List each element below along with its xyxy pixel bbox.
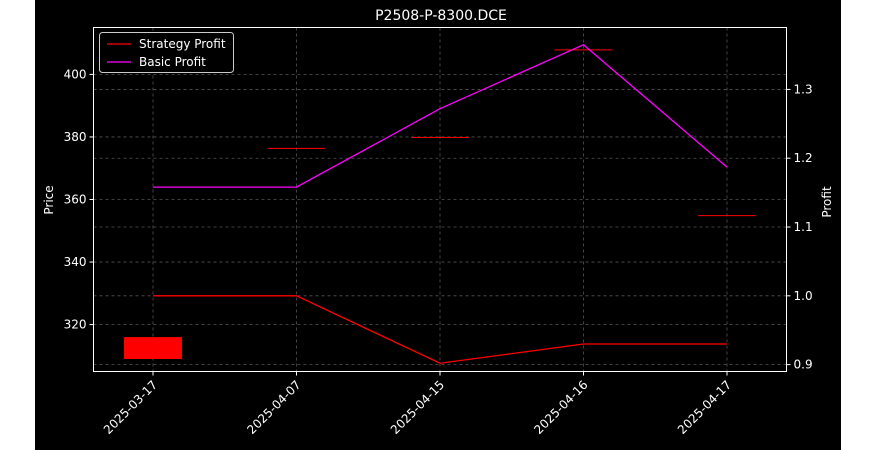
y-tick-label: 380 — [64, 130, 87, 144]
candle-body — [698, 215, 756, 217]
chart-figure: P2508-P-8300.DCE 320 340 360 380 400 0.9 1.0 1… — [35, 0, 841, 450]
legend-label-strategy-profit: Strategy Profit — [139, 37, 226, 51]
candle-body — [267, 147, 326, 149]
series-line-basic-profit — [153, 43, 728, 188]
y2-tick-label: 0.9 — [794, 358, 813, 372]
legend-box — [99, 32, 234, 73]
x-tick-label: 2025-04-15 — [388, 378, 447, 437]
y2-tick-label: 1.2 — [794, 151, 813, 165]
x-tick-label: 2025-04-07 — [244, 378, 303, 437]
chart-svg: P2508-P-8300.DCE 320 340 360 380 400 0.9 1.0 1… — [42, 8, 834, 437]
y-axis-label: Price — [42, 185, 56, 214]
series-line-strategy-profit — [153, 295, 727, 364]
legend-label-basic-profit: Basic Profit — [139, 55, 206, 69]
legend: Strategy Profit Basic Profit — [99, 32, 234, 73]
x-tick-label: 2025-04-17 — [675, 378, 734, 437]
y2-tick-label: 1.1 — [794, 220, 813, 234]
y-axis-left: 320 340 360 380 400 — [64, 67, 94, 332]
chart-title: P2508-P-8300.DCE — [375, 8, 507, 24]
x-axis: 2025-03-17 2025-04-07 2025-04-15 2025-04-16… — [101, 371, 734, 437]
candle-body — [554, 49, 613, 51]
plot-area — [124, 43, 756, 364]
y-tick-label: 400 — [64, 67, 87, 81]
y-tick-label: 320 — [64, 318, 87, 332]
gridlines — [93, 27, 787, 372]
y2-tick-label: 1.3 — [794, 82, 813, 96]
x-tick-label: 2025-04-16 — [531, 378, 590, 437]
candle-body — [411, 136, 469, 138]
y-tick-label: 360 — [64, 193, 87, 207]
candle-body — [124, 337, 182, 359]
y-axis-right: 0.9 1.0 1.1 1.2 1.3 — [786, 82, 813, 372]
x-tick-label: 2025-03-17 — [101, 378, 160, 437]
y-tick-label: 340 — [64, 255, 87, 269]
y2-axis-label: Profit — [820, 186, 834, 218]
y2-tick-label: 1.0 — [794, 289, 813, 303]
